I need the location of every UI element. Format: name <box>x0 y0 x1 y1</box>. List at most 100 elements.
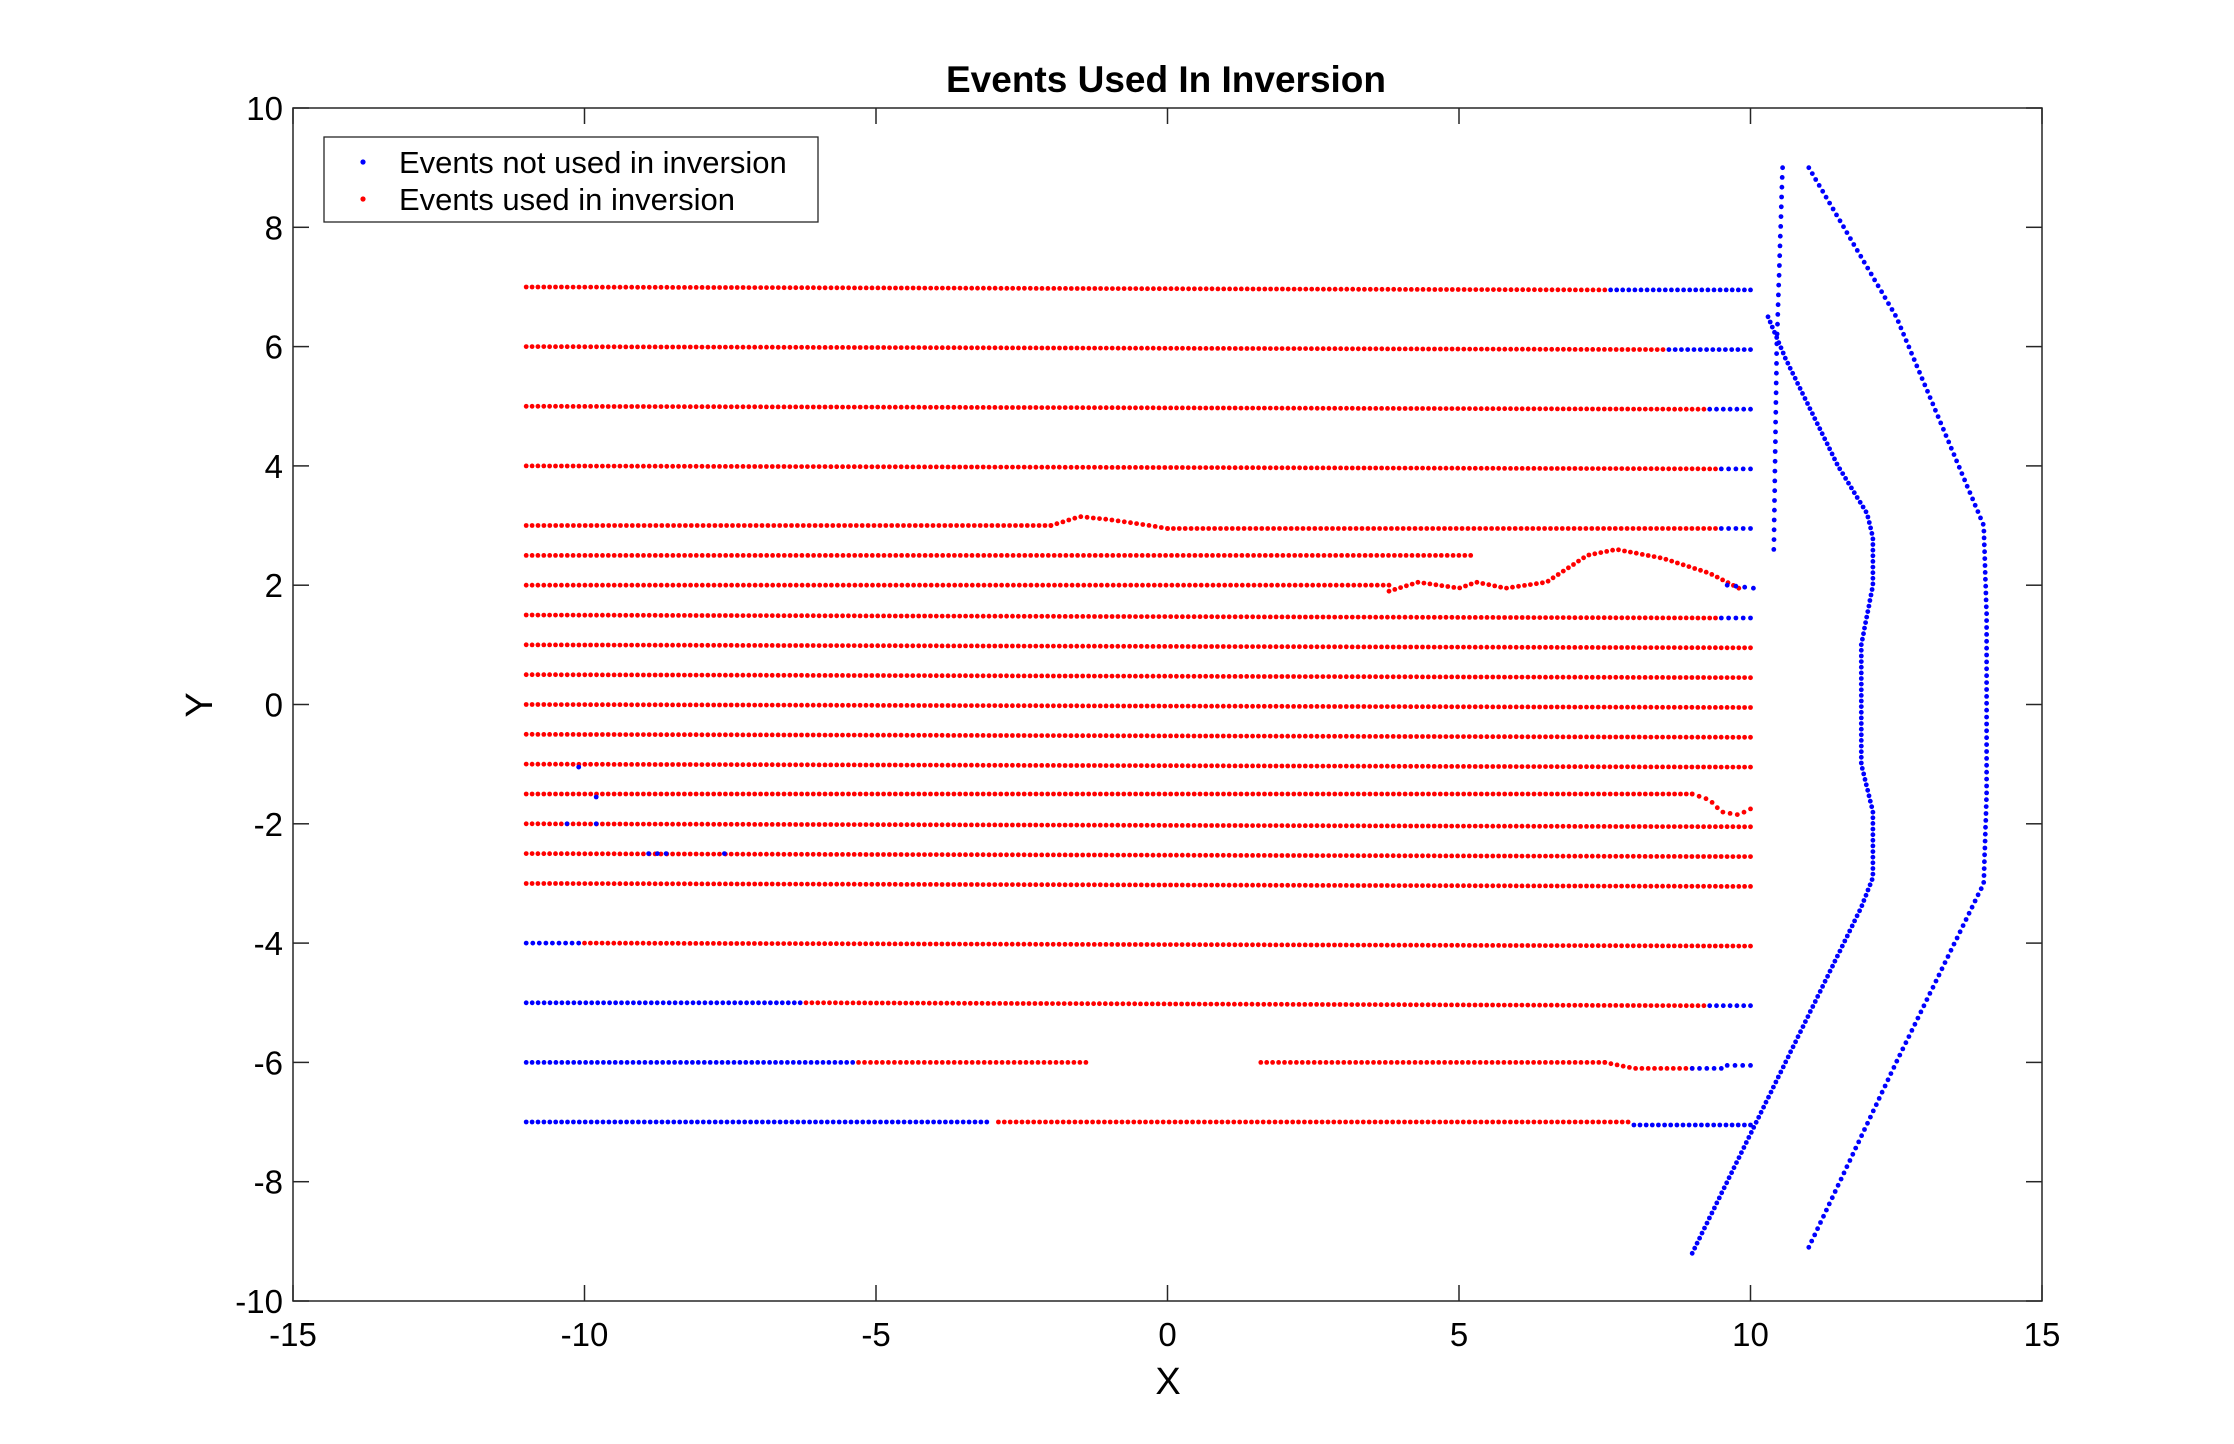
event-used-point <box>1203 791 1209 797</box>
event-used-point <box>875 762 881 768</box>
event-used-point <box>1349 763 1355 769</box>
event-used-point <box>1613 824 1619 829</box>
event-used-point <box>758 732 763 738</box>
event-used-point <box>1601 791 1607 797</box>
event-used-point <box>793 582 799 588</box>
event-used-point <box>1654 734 1660 740</box>
event-used-point <box>658 672 664 678</box>
event-not-used-point <box>1861 771 1867 777</box>
event-used-point <box>1320 942 1326 948</box>
event-used-point <box>1298 582 1304 588</box>
event-used-point <box>1537 346 1543 352</box>
event-not-used-point <box>589 1060 594 1065</box>
event-used-point <box>1273 644 1279 650</box>
event-used-point <box>816 941 822 947</box>
event-not-used-point <box>559 1119 564 1125</box>
event-used-point <box>1254 1119 1260 1125</box>
event-used-point <box>887 732 892 738</box>
event-used-point <box>1040 553 1045 558</box>
event-used-point <box>1150 882 1156 888</box>
event-used-point <box>1074 345 1080 351</box>
event-used-point <box>564 284 570 290</box>
event-not-used-point <box>1726 526 1731 531</box>
event-used-point <box>1425 853 1431 859</box>
event-used-point <box>1484 823 1490 829</box>
x-tick-label: -10 <box>561 1316 609 1353</box>
event-used-point <box>775 762 781 768</box>
event-used-point <box>1156 791 1162 797</box>
event-used-point <box>1182 526 1188 531</box>
event-used-point <box>1080 286 1086 291</box>
event-used-point <box>907 523 912 528</box>
event-used-point <box>641 642 646 648</box>
event-not-used-point <box>850 1060 856 1065</box>
event-used-point <box>892 822 898 828</box>
event-used-point <box>541 403 547 409</box>
event-used-point <box>974 405 980 410</box>
event-used-point <box>705 732 711 738</box>
event-not-used-point <box>1964 483 1970 489</box>
event-used-point <box>922 643 927 649</box>
event-used-point <box>1642 734 1648 740</box>
event-used-point <box>876 582 881 588</box>
event-not-used-point <box>1773 439 1778 445</box>
event-used-point <box>1239 582 1245 588</box>
event-used-point <box>1156 852 1162 858</box>
event-used-point <box>1150 791 1156 797</box>
event-used-point <box>1273 763 1279 769</box>
event-used-point <box>1084 1119 1090 1125</box>
event-used-point <box>1338 346 1344 352</box>
event-used-point <box>1238 286 1244 292</box>
event-used-point <box>1039 733 1045 738</box>
event-used-point <box>1304 582 1310 588</box>
event-used-point <box>887 822 892 828</box>
event-not-used-point <box>1832 1189 1838 1194</box>
event-used-point <box>576 463 582 469</box>
event-used-point <box>1157 553 1163 558</box>
event-used-point <box>736 523 741 528</box>
event-used-point <box>1291 286 1297 292</box>
event-used-point <box>1472 704 1478 710</box>
event-used-point <box>1033 941 1039 947</box>
event-used-point <box>1686 564 1692 569</box>
event-used-point <box>764 464 769 469</box>
event-not-used-point <box>1984 618 1989 623</box>
event-used-point <box>1385 406 1390 411</box>
event-not-used-point <box>612 1119 618 1125</box>
event-used-point <box>1053 1060 1059 1065</box>
event-used-point <box>1461 465 1466 471</box>
event-not-used-point <box>588 1119 594 1125</box>
event-used-point <box>939 613 945 619</box>
event-used-point <box>781 791 787 797</box>
event-used-point <box>1214 1001 1220 1007</box>
event-not-used-point <box>1870 581 1876 587</box>
event-used-point <box>869 345 875 350</box>
event-used-point <box>1232 465 1238 471</box>
event-used-point <box>1449 674 1455 680</box>
event-used-point <box>939 1060 945 1065</box>
legend[interactable]: Events not used in inversion Events used… <box>323 136 819 223</box>
event-used-point <box>1285 405 1291 411</box>
event-used-point <box>1642 883 1648 889</box>
event-used-point <box>769 881 775 887</box>
event-used-point <box>769 851 775 857</box>
event-not-used-point <box>547 1000 553 1006</box>
event-used-point <box>1385 791 1390 797</box>
event-used-point <box>1092 553 1098 558</box>
event-used-point <box>1033 286 1039 291</box>
event-not-used-point <box>636 1119 641 1125</box>
event-used-point <box>1349 644 1355 650</box>
event-used-point <box>541 612 547 618</box>
event-used-point <box>1268 346 1273 351</box>
event-not-used-point <box>606 1060 612 1065</box>
event-used-point <box>676 642 681 648</box>
event-not-used-point <box>553 1060 559 1065</box>
event-used-point <box>1250 286 1256 292</box>
event-used-point <box>1443 734 1449 739</box>
event-used-point <box>1598 550 1604 555</box>
event-used-point <box>1537 823 1542 829</box>
event-used-point <box>916 941 921 947</box>
event-used-point <box>1507 1060 1513 1065</box>
event-used-point <box>1406 1060 1412 1065</box>
event-not-used-point <box>1812 1232 1818 1238</box>
